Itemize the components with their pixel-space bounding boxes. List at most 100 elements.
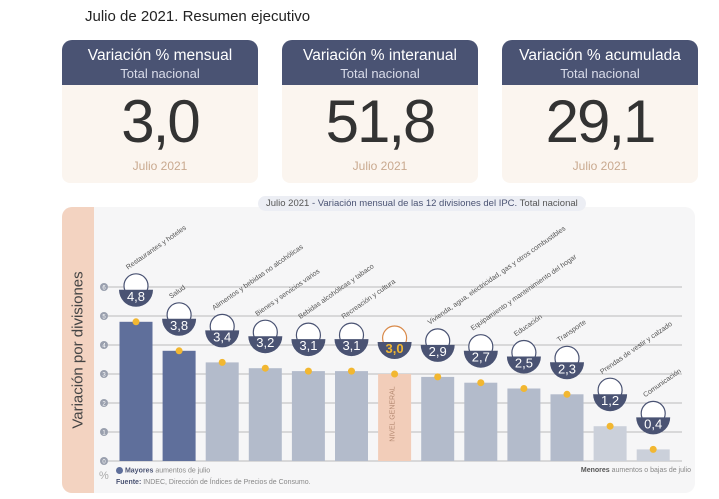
value-dot — [563, 390, 571, 398]
value-dot — [649, 445, 657, 453]
category-label: Equipamiento y mantenimiento del hogar — [470, 253, 579, 332]
chart-title-period: Julio 2021 — [266, 198, 310, 209]
y-tick-marker — [100, 341, 108, 349]
value-bubble — [593, 394, 628, 412]
data-label: 3,4 — [213, 329, 231, 344]
card-value: 29,1 — [545, 88, 657, 155]
card-title: Variación % mensual — [87, 47, 233, 64]
value-bubble — [377, 342, 412, 359]
bar — [464, 382, 498, 461]
chart-title-main: - Variación mensual de las 12 divisiones… — [311, 198, 518, 209]
data-label: 2,3 — [558, 361, 576, 376]
value-bubble — [506, 356, 541, 374]
data-label: 3,8 — [170, 318, 188, 333]
value-dot — [391, 370, 399, 378]
bar — [291, 371, 325, 461]
y-tick-label: 4 — [102, 344, 106, 350]
card-value: 3,0 — [121, 88, 200, 155]
value-dot — [434, 373, 442, 381]
value-bubble — [119, 289, 153, 307]
bar — [248, 368, 282, 461]
chart-title: Julio 2021 - Variación mensual de las 12… — [258, 196, 586, 211]
source-note: Fuente: INDEC, Dirección de Índices de P… — [116, 479, 311, 486]
bar — [507, 388, 541, 461]
category-label: Restaurantes y hoteles — [125, 224, 188, 271]
value-bubble — [463, 350, 498, 368]
data-label: 3,1 — [342, 338, 360, 353]
value-dot — [520, 385, 528, 392]
value-bubble — [550, 362, 584, 380]
data-label: 3,1 — [299, 338, 317, 353]
value-bubble — [162, 318, 197, 336]
value-dot — [175, 347, 183, 355]
bar — [378, 374, 412, 461]
source-text: INDEC, Dirección de Índices de Precios d… — [143, 479, 311, 486]
data-label: 2,5 — [515, 356, 533, 371]
card-accumulated: Variación % acumulada Total nacional 29,1… — [502, 40, 698, 183]
value-dot — [218, 358, 226, 366]
bar — [119, 321, 153, 461]
y-tick-marker — [100, 428, 108, 436]
y-axis-unit: % — [99, 470, 109, 482]
value-dot — [606, 422, 614, 430]
value-dot — [132, 318, 140, 326]
data-label: 2,9 — [429, 344, 447, 359]
value-dot — [348, 367, 355, 375]
bar — [593, 426, 627, 461]
card-yearly: Variación % interanual Total nacional 51,… — [282, 40, 478, 183]
y-tick-label: 6 — [102, 286, 106, 292]
legend-low-bold: Menores — [580, 467, 610, 474]
data-label: 1,2 — [601, 393, 619, 408]
value-dot — [477, 379, 485, 387]
card-period: Julio 2021 — [352, 159, 408, 173]
legend-low-text: aumentos o bajas de julio — [611, 467, 691, 474]
card-subtitle: Total nacional — [560, 66, 640, 81]
category-label: Alimentos y bebidas no alcohólicas — [211, 244, 305, 313]
card-title: Variación % interanual — [303, 47, 457, 64]
y-tick-marker — [100, 312, 108, 320]
bar — [205, 362, 239, 461]
value-bubble — [205, 330, 240, 348]
value-bubble — [291, 339, 326, 357]
data-label: 0,4 — [644, 416, 662, 431]
y-tick-marker — [100, 457, 108, 465]
bar-label-general: NIVEL GENERAL — [390, 386, 397, 441]
source-bold: Fuente: — [116, 479, 142, 486]
legend-high-bold: Mayores — [124, 467, 154, 475]
y-tick-label: 0 — [102, 460, 106, 466]
value-bubble — [636, 417, 671, 435]
card-subtitle: Total nacional — [340, 66, 420, 81]
bar — [636, 449, 670, 461]
page-title: Julio de 2021. Resumen ejecutivo — [85, 8, 311, 25]
bar — [162, 350, 196, 461]
category-label: Educación — [513, 314, 544, 339]
value-bubble — [248, 336, 283, 354]
value-dot — [261, 364, 269, 372]
category-label: Prendas de vestir y calzado — [599, 321, 674, 376]
data-label: 4,8 — [127, 289, 145, 304]
chart-title-scope: Total nacional — [519, 198, 578, 209]
category-label: Bebidas alcohólicas y tabaco — [298, 263, 376, 321]
value-bubble — [420, 344, 455, 362]
legend-dot-icon — [116, 467, 123, 474]
y-tick-marker — [100, 370, 108, 378]
y-tick-marker — [100, 283, 108, 291]
y-tick-label: 1 — [102, 431, 106, 437]
legend-low: Menores aumentos o bajas de julio — [581, 467, 691, 474]
card-monthly: Variación % mensual Total nacional 3,0 Jul… — [62, 40, 258, 183]
legend-high-text: aumentos de julio — [155, 467, 211, 475]
card-title: Variación % acumulada — [519, 47, 681, 64]
value-dot — [304, 367, 312, 375]
bar — [335, 371, 368, 461]
value-bubble — [334, 339, 369, 357]
card-value: 51,8 — [325, 88, 437, 155]
data-label: 2,7 — [472, 350, 490, 365]
y-tick-marker — [100, 399, 108, 407]
y-tick-label: 2 — [102, 402, 106, 408]
data-label: 3,0 — [386, 341, 404, 356]
y-tick-label: 5 — [102, 315, 106, 321]
legend-high: Mayores aumentos de julio — [116, 467, 210, 474]
category-label: Transporte — [556, 319, 588, 344]
bar — [550, 394, 584, 461]
